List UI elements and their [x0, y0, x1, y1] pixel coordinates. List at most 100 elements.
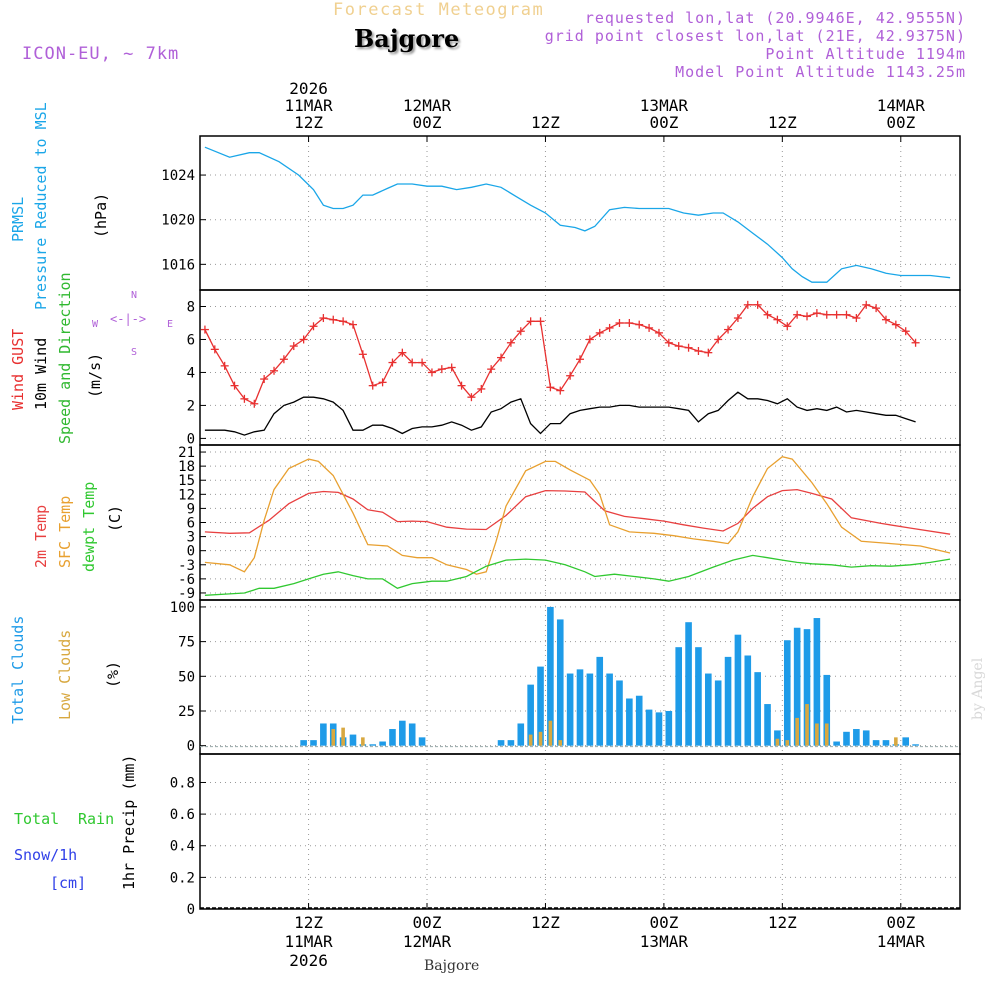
total-clouds-bar [527, 684, 534, 746]
y-tick-label: 0.2 [170, 870, 195, 886]
total-clouds-bar [724, 656, 732, 746]
total-clouds-bar [655, 712, 663, 746]
time-label-bottom: 14MAR [877, 932, 926, 951]
y-tick-label: 75 [178, 635, 195, 651]
panel-frame [199, 135, 961, 291]
total-clouds-bar [705, 673, 712, 746]
y-tick-label: 6 [187, 332, 195, 348]
total-clouds-bar [714, 680, 722, 746]
total-clouds-bar [379, 741, 386, 746]
total-clouds-bar [349, 734, 357, 746]
total-clouds-bar [862, 730, 870, 746]
y-tick-label: 1024 [161, 168, 195, 184]
low-clouds-bar [775, 738, 780, 746]
low-clouds-bar [361, 737, 365, 746]
y-tick-label: 18 [178, 459, 195, 475]
y-tick-label: 21 [178, 445, 195, 461]
low-clouds-bar [538, 731, 543, 746]
total-clouds-bar [635, 695, 643, 746]
temp-2m-line [204, 488, 951, 535]
time-label-top: 14MAR [877, 96, 926, 115]
total-clouds-bar [853, 729, 860, 746]
compass-s: S [131, 347, 138, 358]
total-clouds-bar [774, 730, 781, 746]
total-clouds-bar [675, 647, 683, 746]
location-title: Bajgore [354, 24, 460, 53]
total-clouds-bar [497, 740, 505, 746]
total-clouds-bar [566, 673, 574, 746]
panel-frame [199, 753, 961, 910]
y-tick-label: 3 [187, 530, 195, 546]
total-clouds-bar [517, 723, 525, 746]
model-label: ICON-EU, ~ 7km [22, 44, 180, 64]
total-clouds-bar [734, 634, 742, 746]
y-tick-label: 0.4 [170, 839, 195, 855]
total-clouds-bar [793, 627, 801, 746]
label-snow: Snow/1h [14, 846, 78, 864]
time-label-bottom: 00Z [649, 913, 678, 932]
total-clouds-bar [399, 720, 406, 746]
y-tick-label: 1016 [161, 257, 195, 273]
total-clouds-bar [882, 740, 890, 746]
y-tick-label: 9 [187, 501, 195, 517]
time-label-top: 12MAR [403, 96, 452, 115]
low-clouds-bar [331, 729, 336, 746]
total-clouds-bar [744, 655, 752, 746]
time-label-top: 12Z [294, 113, 323, 132]
total-clouds-bar [695, 647, 702, 746]
footer-location: Bajgore [424, 958, 480, 974]
temp-sfc-line [204, 455, 951, 575]
low-clouds-bar [548, 720, 553, 746]
total-clouds-bar [596, 656, 604, 746]
total-clouds-bar [547, 606, 554, 746]
total-clouds-bar [369, 744, 377, 746]
total-clouds-bar [833, 741, 840, 746]
time-label-bottom: 12Z [531, 913, 560, 932]
compass-arrows: <-|-> [110, 312, 147, 326]
total-clouds-bar [320, 723, 327, 746]
y-tick-label: 15 [178, 473, 195, 489]
total-clouds-bar [645, 709, 653, 746]
low-clouds-bar [341, 727, 345, 746]
low-clouds-bar [824, 723, 829, 746]
total-clouds-bar [556, 619, 564, 746]
low-clouds-bar [795, 717, 799, 746]
compass-n: N [131, 290, 138, 301]
y-tick-label: 0 [187, 739, 195, 755]
total-clouds-bar [902, 737, 910, 746]
time-label-top: 00Z [649, 113, 678, 132]
y-tick-label: 12 [178, 487, 195, 503]
pressure-line [204, 146, 951, 283]
time-label-bottom: 12Z [294, 913, 323, 932]
y-tick-label: 8 [187, 299, 195, 315]
total-clouds-bar [665, 710, 673, 746]
total-clouds-bar [764, 704, 771, 746]
time-label-top: 00Z [886, 113, 915, 132]
y-tick-label: -6 [178, 572, 195, 588]
point-altitude: Point Altitude 1194m [765, 45, 966, 63]
low-clouds-bar [805, 704, 809, 746]
y-tick-label: -9 [178, 586, 195, 602]
requested-coordinates: requested lon,lat (20.9946E, 42.9555N) [584, 9, 966, 27]
y-tick-label: 0 [187, 902, 195, 918]
low-clouds-bar [894, 737, 898, 746]
total-clouds-bar [389, 729, 396, 746]
time-label-top: 12Z [531, 113, 560, 132]
total-clouds-bar [606, 673, 613, 746]
total-clouds-bar [408, 723, 416, 746]
total-clouds-bar [507, 740, 515, 746]
time-label-top: 13MAR [640, 96, 689, 115]
total-clouds-bar [843, 731, 850, 746]
y-tick-label: 0.6 [170, 807, 195, 823]
total-clouds-bar [823, 674, 831, 746]
total-clouds-bar [310, 740, 317, 746]
time-label-top: 12Z [768, 113, 797, 132]
temp-dewpt-line [204, 554, 951, 596]
y-tick-label: 0 [187, 431, 195, 447]
total-clouds-bar [685, 622, 692, 746]
y-tick-label: 0.8 [170, 775, 195, 791]
app-title: Forecast Meteogram [333, 0, 545, 20]
y-tick-label: 100 [170, 600, 195, 616]
compass-e: E [167, 319, 174, 330]
